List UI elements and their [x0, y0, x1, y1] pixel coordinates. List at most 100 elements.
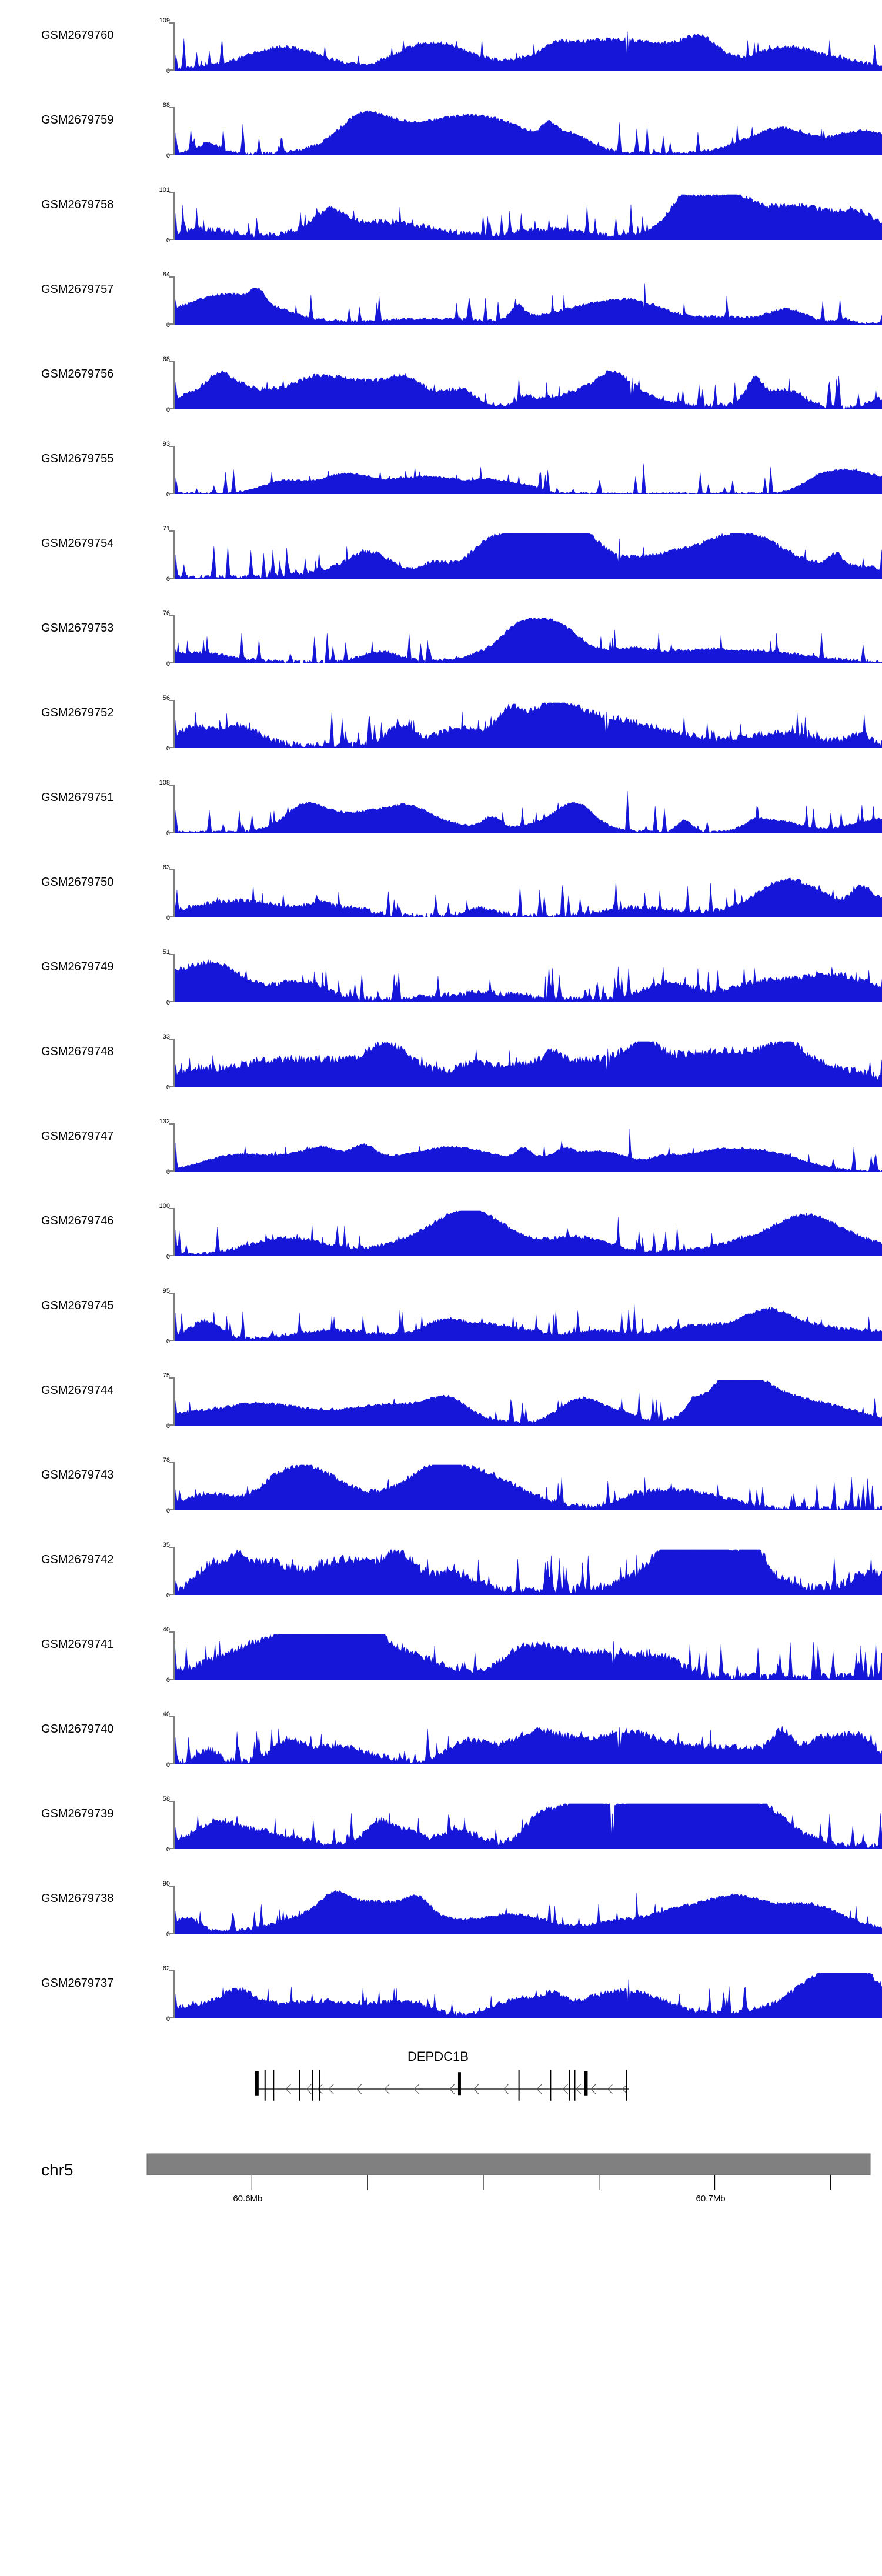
coverage-track[interactable]: GSM2679746 100 0: [0, 1186, 882, 1270]
coverage-track[interactable]: GSM2679759 88 0: [0, 85, 882, 169]
coverage-area-path: [175, 194, 882, 240]
coverage-plot-area[interactable]: [175, 869, 882, 917]
coverage-track[interactable]: GSM2679740 40 0: [0, 1694, 882, 1778]
axis-min-label: 0: [166, 1423, 170, 1430]
coverage-plot-area[interactable]: [175, 1377, 882, 1426]
coverage-plot-area[interactable]: [175, 530, 882, 579]
axis-max-label: 68: [162, 356, 170, 363]
axis-tick-top: [169, 1377, 175, 1379]
gene-exon-block[interactable]: [312, 2070, 313, 2101]
coverage-area-path: [175, 1464, 882, 1510]
gene-exon-block[interactable]: [568, 2070, 570, 2101]
gene-annotation-track[interactable]: DEPDC1B: [0, 2033, 882, 2133]
coverage-plot-area[interactable]: [175, 361, 882, 409]
track-sample-label: GSM2679760: [41, 29, 114, 42]
coverage-plot-area[interactable]: [175, 1547, 882, 1595]
track-y-axis-labels: 88 0: [138, 102, 173, 159]
gene-exon-block[interactable]: [264, 2070, 266, 2101]
coverage-track[interactable]: GSM2679760 109 0: [0, 0, 882, 85]
coverage-tracks-container: GSM2679760 109 0 GSM2679759 88 0 GSM2679758 101…: [0, 0, 882, 2033]
axis-max-label: 100: [159, 1203, 170, 1210]
gene-exon-block[interactable]: [457, 2072, 461, 2096]
coverage-plot-area[interactable]: [175, 1293, 882, 1341]
coverage-track[interactable]: GSM2679752 56 0: [0, 678, 882, 762]
gene-exon-block[interactable]: [319, 2070, 320, 2101]
coverage-track[interactable]: GSM2679754 71 0: [0, 508, 882, 593]
gene-strand-arrow-left-icon: [306, 2084, 312, 2094]
coverage-plot-area[interactable]: [175, 107, 882, 155]
gene-exon-block[interactable]: [626, 2070, 627, 2101]
coverage-plot-area[interactable]: [175, 615, 882, 663]
coverage-track[interactable]: GSM2679749 51 0: [0, 932, 882, 1016]
track-sample-label: GSM2679753: [41, 622, 114, 635]
gene-exon-block[interactable]: [584, 2071, 588, 2096]
coverage-area-path: [175, 1726, 882, 1764]
gene-exon-block[interactable]: [518, 2070, 520, 2101]
axis-tick-top: [169, 954, 175, 955]
coverage-area-svg: [175, 1726, 882, 1764]
coverage-plot-area[interactable]: [175, 1208, 882, 1256]
coverage-track[interactable]: GSM2679747 132 0: [0, 1101, 882, 1186]
coverage-plot-area[interactable]: [175, 1801, 882, 1849]
coverage-plot-area[interactable]: [175, 785, 882, 833]
coverage-track[interactable]: GSM2679750 63 0: [0, 847, 882, 932]
axis-max-label: 132: [159, 1118, 170, 1125]
axis-tick-bottom: [168, 1933, 175, 1934]
coverage-plot-area[interactable]: [175, 446, 882, 494]
coverage-plot-area[interactable]: [175, 1462, 882, 1510]
coverage-plot-area[interactable]: [175, 954, 882, 1002]
ideogram-svg[interactable]: [0, 2133, 882, 2244]
coverage-plot-area[interactable]: [175, 1631, 882, 1680]
coverage-track[interactable]: GSM2679739 58 0: [0, 1778, 882, 1863]
coverage-plot-area[interactable]: [175, 192, 882, 240]
gene-exon-block[interactable]: [574, 2070, 576, 2101]
coverage-plot-area[interactable]: [175, 1970, 882, 2018]
axis-tick-bottom: [168, 323, 175, 325]
coverage-plot-area[interactable]: [175, 1039, 882, 1087]
coverage-area-path: [175, 1549, 882, 1595]
axis-tick-top: [169, 1547, 175, 1548]
axis-vertical-line: [173, 1293, 175, 1341]
axis-min-label: 0: [166, 1507, 170, 1514]
axis-tick-bottom: [168, 916, 175, 917]
axis-vertical-line: [173, 107, 175, 155]
coverage-plot-area[interactable]: [175, 1886, 882, 1934]
coverage-plot-area[interactable]: [175, 700, 882, 748]
chromosome-ideogram-bar[interactable]: [146, 2153, 871, 2175]
coverage-track[interactable]: GSM2679756 68 0: [0, 339, 882, 423]
coverage-plot-area[interactable]: [175, 22, 882, 71]
coverage-area-path: [175, 1041, 882, 1087]
axis-tick-bottom: [168, 1509, 175, 1510]
coverage-area-path: [175, 702, 882, 748]
coverage-track[interactable]: GSM2679741 40 0: [0, 1609, 882, 1694]
coverage-track[interactable]: GSM2679751 108 0: [0, 762, 882, 847]
coverage-plot-area[interactable]: [175, 276, 882, 325]
coverage-track[interactable]: GSM2679742 35 0: [0, 1524, 882, 1609]
coverage-track[interactable]: GSM2679753 76 0: [0, 593, 882, 678]
track-y-axis-labels: 58 0: [138, 1796, 173, 1853]
coverage-track[interactable]: GSM2679744 75 0: [0, 1355, 882, 1440]
track-y-axis-labels: 100 0: [138, 1203, 173, 1260]
axis-vertical-line: [173, 1123, 175, 1172]
track-y-axis-labels: 95 0: [138, 1288, 173, 1345]
coverage-plot-area[interactable]: [175, 1123, 882, 1172]
track-sample-label: GSM2679740: [41, 1723, 114, 1736]
axis-tick-top: [169, 530, 175, 532]
coverage-track[interactable]: GSM2679758 101 0: [0, 169, 882, 254]
gene-exon-block[interactable]: [299, 2070, 300, 2101]
gene-exon-block[interactable]: [550, 2070, 552, 2101]
coverage-plot-area[interactable]: [175, 1716, 882, 1764]
gene-exon-block[interactable]: [273, 2070, 275, 2101]
coverage-track[interactable]: GSM2679757 84 0: [0, 254, 882, 339]
coverage-track[interactable]: GSM2679738 90 0: [0, 1863, 882, 1948]
coverage-track[interactable]: GSM2679737 62 0: [0, 1948, 882, 2033]
axis-vertical-line: [173, 361, 175, 409]
coverage-track[interactable]: GSM2679748 33 0: [0, 1016, 882, 1101]
coverage-track[interactable]: GSM2679755 93 0: [0, 423, 882, 508]
track-sample-label: GSM2679742: [41, 1553, 114, 1566]
gene-exon-block[interactable]: [255, 2071, 259, 2096]
coverage-track[interactable]: GSM2679743 78 0: [0, 1440, 882, 1524]
coverage-track[interactable]: GSM2679745 95 0: [0, 1270, 882, 1355]
axis-min-label: 0: [166, 1592, 170, 1599]
